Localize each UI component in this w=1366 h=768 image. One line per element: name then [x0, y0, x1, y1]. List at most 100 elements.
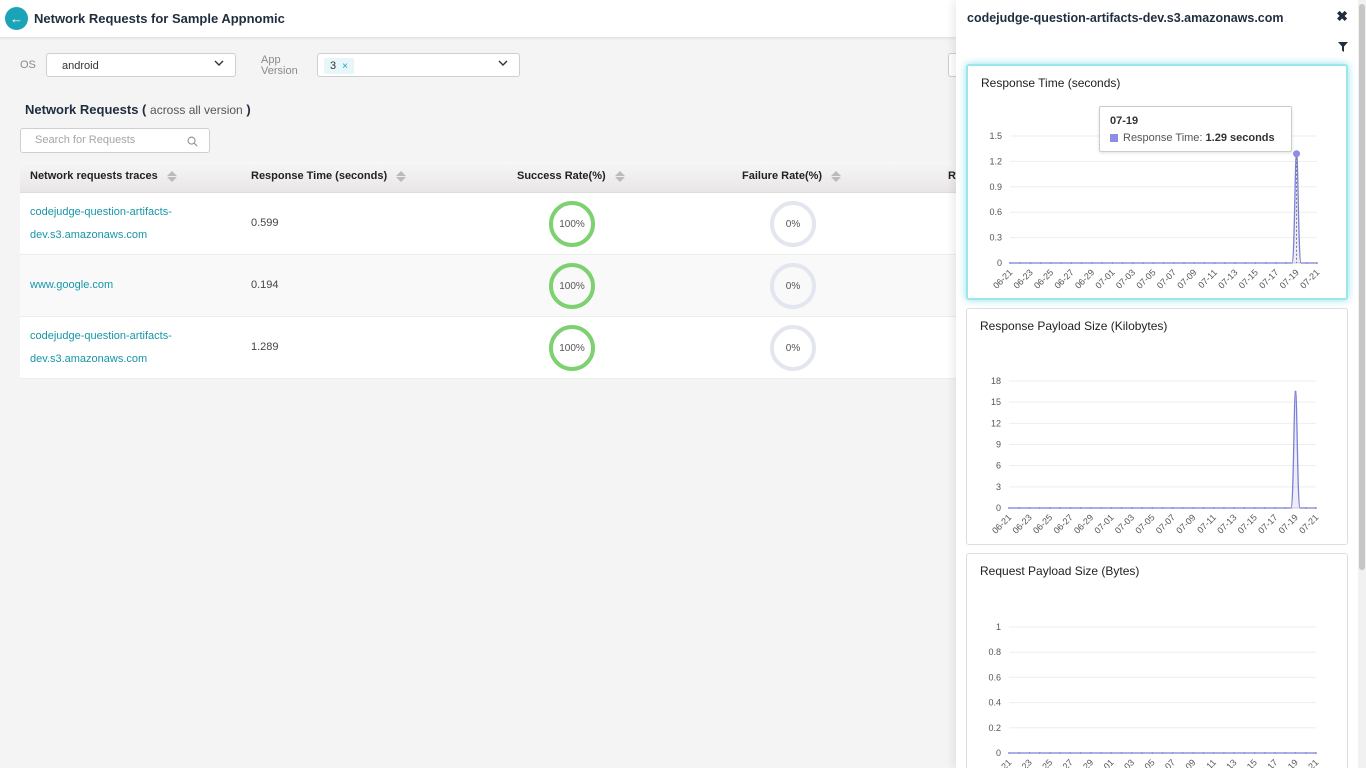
- data-point: [1243, 752, 1246, 754]
- data-point: [1049, 752, 1051, 754]
- x-tick-label: 07-07: [1154, 757, 1177, 768]
- data-point: [1315, 507, 1317, 509]
- app-version-chip: 3 ×: [324, 58, 354, 74]
- data-point: [1182, 752, 1184, 754]
- data-point: [1151, 752, 1154, 754]
- back-button[interactable]: ←: [5, 7, 28, 30]
- data-point: [1233, 752, 1236, 754]
- x-tick-label: 07-21: [1297, 512, 1320, 535]
- x-tick-label: 07-11: [1195, 512, 1218, 535]
- chart-title: Request Payload Size (Bytes): [980, 564, 1140, 578]
- request-payload-chart[interactable]: 00.20.40.60.8106-2106-2306-2506-2706-290…: [967, 554, 1349, 768]
- response-payload-chart[interactable]: 0 3 6 9 12 15 18 06-2106-2306-2506-2706-2907-01…: [967, 309, 1349, 546]
- x-tick-label: 07-21: [1298, 267, 1321, 290]
- data-point: [1316, 262, 1318, 264]
- data-point: [1202, 752, 1205, 754]
- app-version-chip-label: 3: [330, 60, 337, 72]
- data-point: [1223, 752, 1225, 754]
- trace-link[interactable]: www.google.com: [30, 274, 113, 297]
- x-tick-label: 07-01: [1093, 267, 1116, 290]
- data-point: [1253, 507, 1256, 509]
- data-point: [1079, 752, 1082, 754]
- data-point: [1069, 752, 1072, 754]
- y-tick-label: 0.6: [988, 672, 1001, 682]
- data-point: [1275, 262, 1277, 264]
- sort-icon[interactable]: [396, 170, 407, 182]
- sort-icon[interactable]: [166, 170, 177, 182]
- y-tick-label: 0: [996, 748, 1001, 758]
- x-tick-label: 06-29: [1072, 757, 1095, 768]
- x-tick-label: 06-25: [1031, 757, 1054, 768]
- data-point: [1305, 262, 1308, 264]
- column-header-traces[interactable]: Network requests traces: [30, 170, 177, 182]
- y-tick-label: 0.6: [989, 207, 1002, 217]
- panel-title: codejudge-question-artifacts-dev.s3.amaz…: [967, 11, 1284, 25]
- chart-title: Response Time (seconds): [981, 76, 1121, 90]
- data-point: [1130, 752, 1133, 754]
- data-point: [1028, 752, 1031, 754]
- x-tick-label: 06-29: [1072, 512, 1095, 535]
- data-point: [1233, 507, 1236, 509]
- x-tick-label: 07-17: [1256, 512, 1279, 535]
- column-header-label: Network requests traces: [30, 170, 158, 182]
- chip-remove-icon[interactable]: ×: [342, 61, 348, 72]
- data-point: [1039, 262, 1042, 264]
- data-point: [1264, 262, 1267, 264]
- table-row[interactable]: www.google.com 0.194 100% 0%: [20, 255, 956, 317]
- x-tick-label: 06-21: [991, 267, 1014, 290]
- trace-link[interactable]: codejudge-question-artifacts- dev.s3.ama…: [30, 201, 172, 247]
- filter-icon[interactable]: [1338, 42, 1348, 52]
- data-point: [1038, 752, 1041, 754]
- data-point: [1212, 507, 1215, 509]
- app-version-select[interactable]: 3 ×: [317, 53, 520, 77]
- arrow-left-icon: ←: [10, 11, 23, 26]
- y-tick-label: 0: [997, 258, 1002, 268]
- sort-icon[interactable]: [614, 170, 625, 182]
- column-header-success-rate[interactable]: Success Rate(%): [517, 170, 625, 182]
- x-tick-label: 07-15: [1237, 267, 1260, 290]
- section-paren-close: ): [246, 102, 251, 117]
- response-time-chart[interactable]: 0 0.3 0.6 0.9 1.2 1.5 06-2106-2306-2506-2706-2…: [968, 66, 1348, 300]
- y-tick-label: 0.8: [988, 647, 1001, 657]
- data-point: [1253, 752, 1256, 754]
- data-point: [1059, 507, 1062, 509]
- table-row[interactable]: codejudge-question-artifacts- dev.s3.ama…: [20, 317, 956, 379]
- close-icon[interactable]: ✖: [1336, 8, 1348, 24]
- column-header-truncated[interactable]: R: [948, 170, 956, 182]
- data-point: [1009, 262, 1011, 264]
- column-header-response-time[interactable]: Response Time (seconds): [251, 170, 407, 182]
- x-tick-label: 07-09: [1175, 267, 1198, 290]
- data-point: [1019, 262, 1022, 264]
- data-point: [1294, 390, 1297, 393]
- x-tick-label: 07-01: [1092, 512, 1115, 535]
- sort-icon[interactable]: [831, 170, 842, 182]
- search-icon[interactable]: [187, 136, 198, 147]
- data-point: [1192, 507, 1195, 509]
- x-tick-label: 07-17: [1257, 267, 1280, 290]
- x-tick-label: 07-09: [1174, 757, 1197, 768]
- trace-line: codejudge-question-artifacts-: [30, 330, 172, 342]
- chart-card-request-payload: Request Payload Size (Bytes) 0 0.2 0.4 0.6 0…: [966, 553, 1348, 768]
- x-tick-label: 06-27: [1052, 267, 1075, 290]
- search-input[interactable]: [35, 134, 185, 146]
- x-tick-label: 07-13: [1215, 757, 1238, 768]
- data-point: [1090, 262, 1093, 264]
- os-select[interactable]: android: [46, 53, 236, 77]
- data-point: [1120, 507, 1123, 509]
- series-line: [1010, 153, 1317, 264]
- success-rate-ring: 100%: [549, 201, 595, 247]
- panel-scrollbar[interactable]: [1358, 0, 1366, 768]
- trace-line: www.google.com: [30, 279, 114, 291]
- x-tick-label: 07-21: [1297, 757, 1320, 768]
- table-row[interactable]: codejudge-question-artifacts- dev.s3.ama…: [20, 193, 956, 255]
- trace-link[interactable]: codejudge-question-artifacts- dev.s3.ama…: [30, 325, 172, 371]
- data-point: [1070, 262, 1073, 264]
- scrollbar-thumb[interactable]: [1359, 4, 1365, 570]
- data-point: [1315, 752, 1317, 754]
- section-title-main: Network Requests: [25, 102, 139, 117]
- x-tick-label: 07-13: [1216, 267, 1239, 290]
- data-point: [1285, 262, 1288, 264]
- column-header-failure-rate[interactable]: Failure Rate(%): [742, 170, 842, 182]
- data-point: [1161, 507, 1164, 509]
- response-time-value: 1.289: [251, 341, 279, 353]
